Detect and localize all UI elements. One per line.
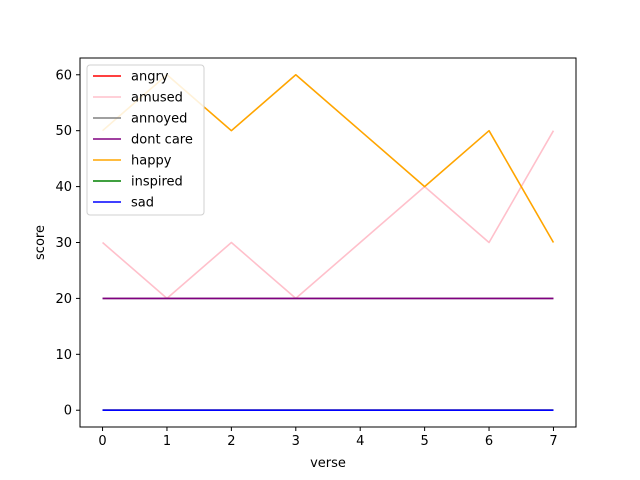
y-tick-label: 10 (55, 348, 72, 363)
y-tick-label: 0 (64, 404, 72, 419)
x-tick-label: 3 (292, 434, 300, 449)
legend-label: dont care (131, 133, 193, 148)
x-tick-label: 1 (163, 434, 171, 449)
x-tick-label: 6 (485, 434, 493, 449)
x-tick-label: 0 (98, 434, 106, 449)
legend-label: amused (131, 91, 183, 106)
legend-label: sad (131, 196, 154, 211)
x-tick-label: 7 (549, 434, 557, 449)
x-axis-label: verse (310, 456, 346, 471)
series-line-amused (102, 130, 555, 300)
y-tick-label: 50 (55, 124, 72, 139)
legend-label: annoyed (131, 112, 187, 127)
y-axis-label: score (33, 225, 48, 260)
x-tick-label: 5 (420, 434, 428, 449)
y-tick-label: 20 (55, 292, 72, 307)
y-tick-label: 40 (55, 180, 72, 195)
legend-label: inspired (131, 175, 183, 190)
x-tick-label: 2 (227, 434, 235, 449)
x-axis-ticks: 0 1 2 3 4 5 6 7 (98, 427, 558, 449)
legend-label: happy (131, 154, 172, 169)
y-axis-ticks: 0 10 20 30 40 50 60 (55, 68, 80, 419)
y-tick-label: 30 (55, 236, 72, 251)
y-tick-label: 60 (55, 68, 72, 83)
legend-box (86, 64, 205, 216)
x-tick-label: 4 (356, 434, 364, 449)
legend-label: angry (131, 70, 169, 85)
legend: angry amused annoyed dont care happy inspired… (86, 64, 205, 216)
